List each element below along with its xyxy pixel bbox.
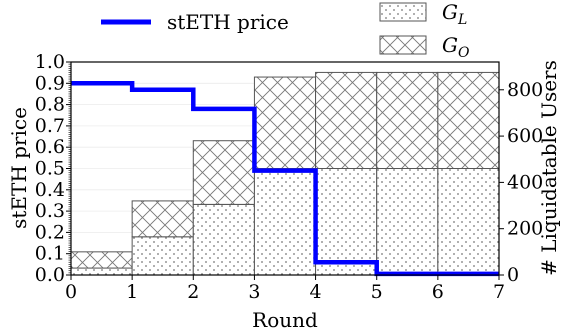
bar-gl-0 <box>70 267 133 276</box>
y-axis-right: 0 200 400 600 800 <box>499 79 543 286</box>
legend: stETH price GL GO <box>101 0 470 61</box>
x-tick-label-3: 3 <box>248 281 260 303</box>
y-right-tick-label-2: 400 <box>507 171 543 193</box>
y-left-tick-label-3: 0.3 <box>35 200 65 222</box>
legend-label-go: GO <box>442 33 470 61</box>
bar-go-4 <box>315 71 378 169</box>
bars <box>70 71 500 276</box>
y-left-tick-label-0: 0.0 <box>35 264 65 286</box>
bar-gl-6 <box>437 168 500 276</box>
x-axis-title: Round <box>252 308 318 332</box>
y-left-tick-label-1: 0.1 <box>35 243 65 265</box>
y-right-tick-label-4: 800 <box>507 79 543 101</box>
legend-swatch-go <box>379 35 427 55</box>
bar-go-2 <box>192 140 255 205</box>
y-axis-right-title: # Liquidatable Users <box>537 60 561 276</box>
bar-gl-4 <box>315 168 378 276</box>
x-tick-label-1: 1 <box>126 281 138 303</box>
bar-gl-3 <box>253 168 317 276</box>
y-left-tick-label-10: 1.0 <box>35 51 65 73</box>
legend-swatch-gl <box>379 2 427 22</box>
y-right-tick-label-0: 0 <box>507 264 519 286</box>
x-tick-label-7: 7 <box>493 281 505 303</box>
bar-gl-1 <box>131 236 194 276</box>
x-tick-label-0: 0 <box>65 281 77 303</box>
bar-go-3 <box>253 76 317 169</box>
price-step-line <box>71 81 499 277</box>
y-left-tick-label-8: 0.8 <box>35 94 65 116</box>
x-tick-label-5: 5 <box>371 281 383 303</box>
legend-label-gl: GL <box>442 0 467 28</box>
x-axis: 0 1 2 3 4 5 6 7 <box>65 275 505 303</box>
x-tick-label-6: 6 <box>432 281 444 303</box>
y-left-tick-label-6: 0.6 <box>35 136 65 158</box>
y-left-tick-label-2: 0.2 <box>35 221 65 243</box>
y-right-tick-label-3: 600 <box>507 125 543 147</box>
y-axis-left: 0.00.10.20.30.40.50.60.70.80.91.0 <box>35 51 71 286</box>
bar-gl-2 <box>192 203 255 276</box>
x-tick-label-4: 4 <box>310 281 322 303</box>
y-left-tick-label-5: 0.5 <box>35 158 65 180</box>
bar-go-6 <box>437 71 500 169</box>
bar-gl-5 <box>376 168 439 276</box>
y-left-tick-label-4: 0.4 <box>35 179 65 201</box>
y-left-tick-label-7: 0.7 <box>35 115 65 137</box>
bar-go-5 <box>376 71 439 169</box>
y-axis-left-title: stETH price <box>7 107 31 229</box>
price-line <box>71 81 499 277</box>
bar-go-1 <box>131 200 194 238</box>
y-right-tick-label-1: 200 <box>507 218 543 240</box>
x-tick-label-2: 2 <box>187 281 199 303</box>
legend-label-steth: stETH price <box>167 10 289 34</box>
y-left-tick-label-9: 0.9 <box>35 72 65 94</box>
bar-go-0 <box>70 251 133 269</box>
